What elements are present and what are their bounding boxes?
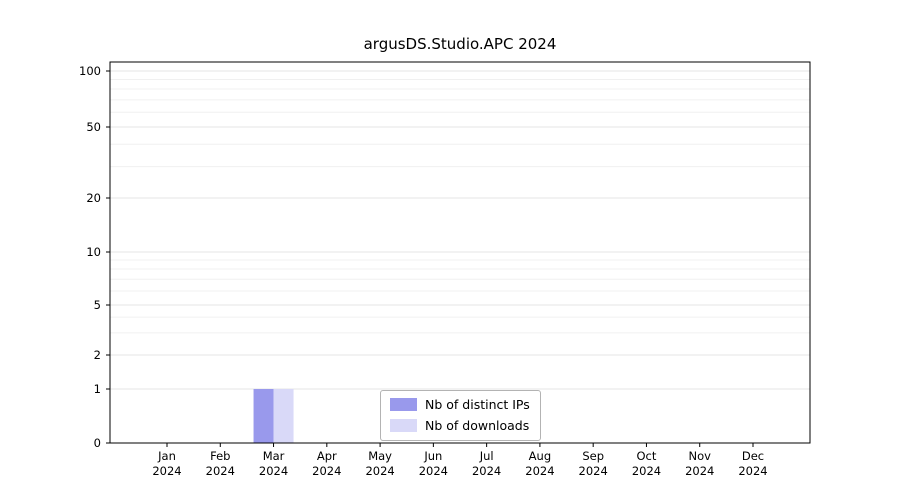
legend-label-downloads: Nb of downloads [425,418,530,433]
x-tick-label-year: 2024 [685,464,714,478]
x-tick-label-month: Aug [529,449,551,463]
legend: Nb of distinct IPs Nb of downloads [380,390,541,441]
chart-title: argusDS.Studio.APC 2024 [363,35,557,53]
legend-item-downloads: Nb of downloads [390,417,530,434]
x-tick-label-year: 2024 [365,464,394,478]
x-tick-label-month: Jan [157,449,176,463]
y-tick-label: 5 [94,298,101,312]
x-tick-label-year: 2024 [472,464,501,478]
x-tick-label-year: 2024 [206,464,235,478]
legend-label-distinct-ips: Nb of distinct IPs [425,397,530,412]
y-tick-label: 50 [86,120,101,134]
x-tick-label-year: 2024 [259,464,288,478]
legend-swatch-distinct-ips [390,398,417,411]
x-tick-label-month: Oct [637,449,657,463]
y-tick-label: 2 [94,348,101,362]
x-tick-label-year: 2024 [525,464,554,478]
x-tick-label-year: 2024 [312,464,341,478]
x-tick-label-year: 2024 [152,464,181,478]
y-tick-label: 100 [79,64,101,78]
x-tick-label-month: Jul [479,449,494,463]
x-tick-label-month: Nov [689,449,712,463]
y-tick-label: 10 [86,245,101,259]
x-tick-label-year: 2024 [632,464,661,478]
legend-swatch-downloads [390,419,417,432]
x-tick-label-month: Feb [210,449,230,463]
y-tick-label: 20 [86,191,101,205]
bar-distinct-ips-mar [253,389,274,443]
x-tick-label-month: May [368,449,392,463]
bar-downloads-mar [273,389,294,443]
x-tick-label-month: Mar [263,449,285,463]
x-tick-label-month: Jun [423,449,442,463]
y-tick-label: 1 [94,382,101,396]
x-tick-label-month: Dec [742,449,764,463]
x-tick-label-month: Sep [582,449,604,463]
legend-item-distinct-ips: Nb of distinct IPs [390,396,530,413]
x-tick-label-year: 2024 [419,464,448,478]
x-tick-label-year: 2024 [738,464,767,478]
x-tick-label-month: Apr [317,449,337,463]
x-tick-label-year: 2024 [579,464,608,478]
y-tick-label: 0 [94,436,101,450]
